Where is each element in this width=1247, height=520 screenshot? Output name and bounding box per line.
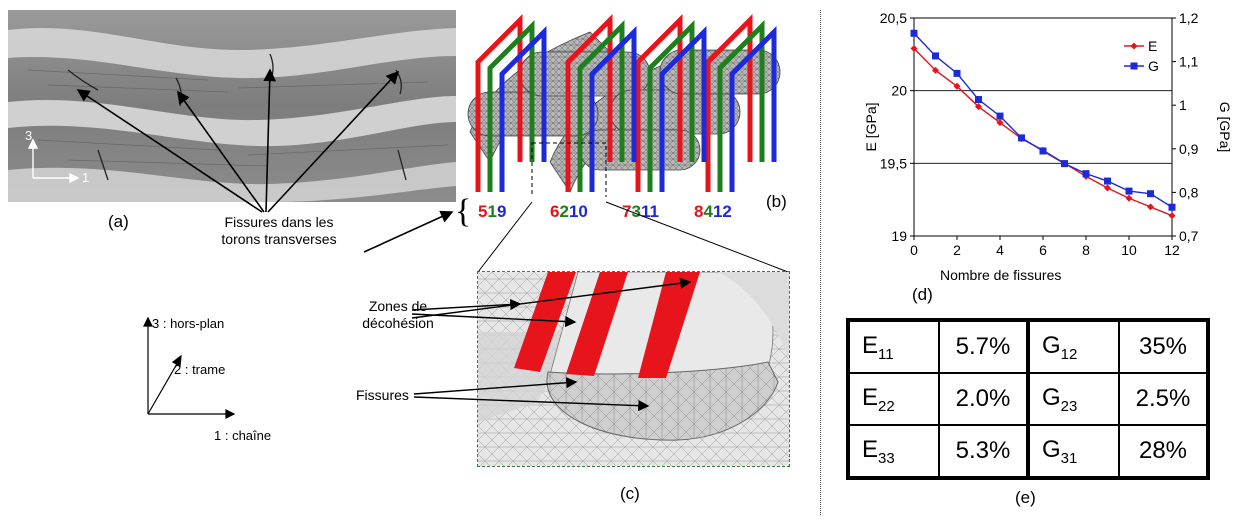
table-cell-g-symbol: G23 — [1026, 372, 1120, 426]
x-tick-label: 0 — [910, 242, 918, 258]
table-row: E11 5.7% G12 35% — [847, 319, 1209, 374]
data-point-G — [975, 96, 982, 104]
panel-divider — [820, 10, 821, 515]
data-point-G — [932, 52, 939, 60]
plot-frame — [913, 17, 1173, 237]
y-right-tick-label: 0,8 — [1179, 184, 1199, 200]
table-cell-e-value: 2.0% — [938, 372, 1029, 426]
data-point-E — [1125, 194, 1133, 202]
panel-label-c: (c) — [620, 484, 640, 503]
axis-2-label: 2 : trame — [174, 362, 226, 377]
crack-numbers-group-3: 7311 — [622, 202, 659, 221]
micrograph-image — [8, 10, 456, 202]
stiffness-chart: 0 2 4 6 8 10 12 19 19,5 20 20,5 0,7 0,8 0,9 1 1,1 1,2 Nom… — [863, 10, 1233, 283]
y-right-tick-label: 1,1 — [1179, 54, 1199, 70]
y-right-axis-label: G [GPa] — [1217, 102, 1233, 153]
crack-numbers-group-1: 519 — [478, 202, 507, 221]
table-cell-e-symbol: E22 — [847, 372, 940, 426]
x-tick-label: 12 — [1164, 242, 1180, 258]
series-line-G — [913, 32, 1173, 208]
y-left-axis-label: E [GPa] — [863, 102, 879, 151]
data-point-E — [953, 82, 961, 90]
data-point-E — [910, 45, 918, 53]
data-point-G — [996, 112, 1004, 120]
table-cell-g-symbol: G12 — [1026, 319, 1120, 374]
table-cell-g-value: 28% — [1118, 424, 1209, 479]
brace-arrow — [363, 210, 454, 253]
data-point-G — [1104, 177, 1111, 185]
woven-fabric-model — [467, 13, 781, 197]
x-tick-label: 10 — [1121, 242, 1137, 258]
panel-label-b: (b) — [766, 192, 787, 211]
micrograph-axis-3: 3 — [25, 128, 33, 143]
y-right-tick-label: 0,7 — [1179, 228, 1199, 244]
table-row: E33 5.3% G31 28% — [847, 424, 1209, 479]
zoom-detail-panel — [477, 271, 790, 467]
x-tick-label: 4 — [996, 242, 1004, 258]
zoom-connector-lines — [477, 201, 789, 273]
data-point-E — [996, 119, 1004, 127]
data-point-G — [1061, 160, 1068, 168]
data-point-G — [953, 69, 961, 77]
panel-label-d: (d) — [912, 285, 933, 304]
y-right-tick-label: 1 — [1179, 97, 1187, 113]
data-point-E — [1104, 184, 1111, 192]
y-left-tick-label: 19 — [891, 228, 907, 244]
stiffness-loss-table: E11 5.7% G12 35% E22 2.0% G23 2.5% E33 5… — [846, 318, 1210, 480]
y-left-tick-label: 20,5 — [880, 10, 907, 26]
legend-marker-E — [1130, 42, 1138, 50]
crack-numbers-group-2: 6210 — [550, 202, 588, 221]
table-cell-g-value: 2.5% — [1118, 372, 1209, 426]
decohesion-zones-label: Zones de décohésion — [362, 298, 434, 331]
data-point-G — [1125, 187, 1133, 195]
legend-marker-G — [1130, 62, 1138, 70]
y-right-tick-label: 0,9 — [1179, 141, 1199, 157]
cracks-in-transverse-tows-label: Fissures dans les torons transverses — [221, 214, 337, 247]
coordinate-axes — [143, 316, 236, 419]
x-tick-label: 8 — [1082, 242, 1090, 258]
table-cell-e-value: 5.7% — [938, 319, 1029, 374]
table-cell-e-value: 5.3% — [938, 424, 1029, 479]
x-tick-label: 6 — [1039, 242, 1047, 258]
data-point-G — [910, 29, 918, 37]
data-point-E — [975, 103, 982, 111]
zoom-detail-image — [478, 272, 789, 466]
y-right-tick-label: 1,2 — [1179, 10, 1199, 26]
axis-3-label: 3 : hors-plan — [152, 316, 225, 331]
data-point-G — [1039, 147, 1047, 155]
legend-label-G: G — [1148, 58, 1159, 74]
x-tick-label: 2 — [953, 242, 961, 258]
brace-symbol: { — [455, 193, 472, 230]
data-point-G — [1147, 190, 1154, 198]
crack-pointer-arrows — [76, 68, 400, 213]
table-row: E22 2.0% G23 2.5% — [847, 372, 1209, 426]
panel-label-a: (a) — [108, 212, 129, 231]
y-left-tick-label: 20 — [891, 83, 907, 99]
data-point-E — [1168, 212, 1176, 220]
series-line-E — [913, 48, 1173, 217]
micrograph-panel: 3 1 — [8, 10, 456, 202]
data-point-G — [1168, 203, 1176, 211]
table-cell-g-value: 35% — [1118, 319, 1209, 374]
data-point-G — [1082, 170, 1090, 178]
legend-label-E: E — [1148, 38, 1157, 54]
data-point-G — [1018, 134, 1025, 142]
table-cell-e-symbol: E33 — [847, 424, 940, 479]
table-cell-g-symbol: G31 — [1026, 424, 1120, 479]
axis-1-label: 1 : chaîne — [214, 428, 272, 443]
micrograph-axis-1: 1 — [82, 170, 90, 185]
data-point-E — [932, 66, 939, 74]
zoom-annotation-arrows — [411, 277, 692, 412]
x-axis-label: Nombre de fissures — [940, 267, 1061, 283]
cracks-label: Fissures — [356, 387, 409, 403]
data-point-E — [1147, 203, 1154, 211]
crack-numbers-group-4: 8412 — [694, 202, 732, 221]
panel-label-e: (e) — [1015, 488, 1036, 507]
table-cell-e-symbol: E11 — [847, 319, 940, 374]
y-left-tick-label: 19,5 — [880, 155, 907, 171]
